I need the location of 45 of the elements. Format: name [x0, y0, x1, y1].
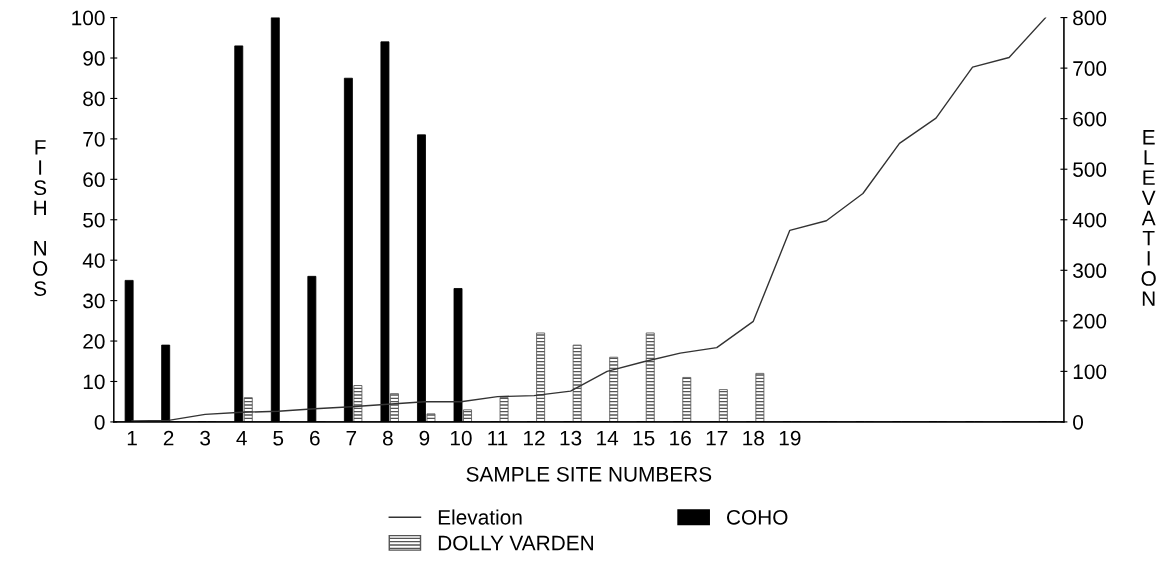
- x-axis-title: SAMPLE SITE NUMBERS: [466, 466, 712, 482]
- legend-label: COHO: [726, 509, 788, 525]
- x-tick-label: 14: [597, 431, 619, 446]
- x-tick-label: 2: [163, 430, 174, 446]
- x-tick-label: 8: [382, 430, 393, 446]
- x-tick-label: 6: [310, 430, 320, 446]
- y-tick-label: 40: [82, 253, 105, 268]
- y2-tick-label: 800: [1073, 10, 1107, 26]
- legend-label: DOLLY VARDEN: [438, 535, 593, 551]
- y2-tick-label: 500: [1073, 162, 1107, 177]
- y-tick-label: 20: [83, 334, 105, 349]
- x-tick-label: 16: [670, 430, 691, 446]
- x-tick-label: 3: [200, 430, 211, 446]
- legend-label: Elevation: [438, 509, 522, 525]
- x-tick-label: 15: [633, 431, 655, 446]
- x-tick-label: 18: [743, 430, 764, 446]
- y-tick-label: 70: [83, 131, 105, 147]
- y2-tick-label: 200: [1073, 313, 1107, 329]
- x-tick-label: 1: [127, 431, 137, 446]
- x-tick-label: 13: [560, 430, 582, 446]
- text: ELEVATION: [1141, 130, 1156, 306]
- x-tick-label: 10: [450, 430, 472, 446]
- y2-tick-label: 100: [1073, 364, 1107, 380]
- x-tick-label: 4: [236, 431, 247, 446]
- y2-tick-label: 400: [1072, 212, 1107, 228]
- x-tick-label: 11: [488, 431, 508, 446]
- y-tick-label: 100: [72, 10, 105, 26]
- y2-tick-label: 300: [1073, 263, 1107, 279]
- x-tick-label: 12: [524, 430, 545, 446]
- y2-tick-label: 0: [1073, 414, 1084, 430]
- x-tick-label: 5: [273, 431, 284, 446]
- y-tick-label: 10: [83, 374, 105, 390]
- y-tick-label: 90: [83, 51, 105, 66]
- x-tick-label: 19: [779, 430, 801, 446]
- x-tick-label: 9: [419, 430, 430, 446]
- y2-tick-label: 700: [1073, 61, 1107, 76]
- text: FISH NOS: [33, 140, 48, 296]
- y-tick-label: 30: [83, 293, 105, 309]
- y2-tick-label: 600: [1073, 111, 1107, 127]
- y-tick-label: 80: [83, 91, 105, 107]
- y-tick-label: 50: [83, 212, 105, 228]
- y-tick-label: 0: [94, 414, 105, 430]
- x-tick-label: 17: [706, 431, 728, 446]
- x-tick-label: 7: [346, 431, 357, 446]
- y-tick-label: 60: [83, 172, 105, 188]
